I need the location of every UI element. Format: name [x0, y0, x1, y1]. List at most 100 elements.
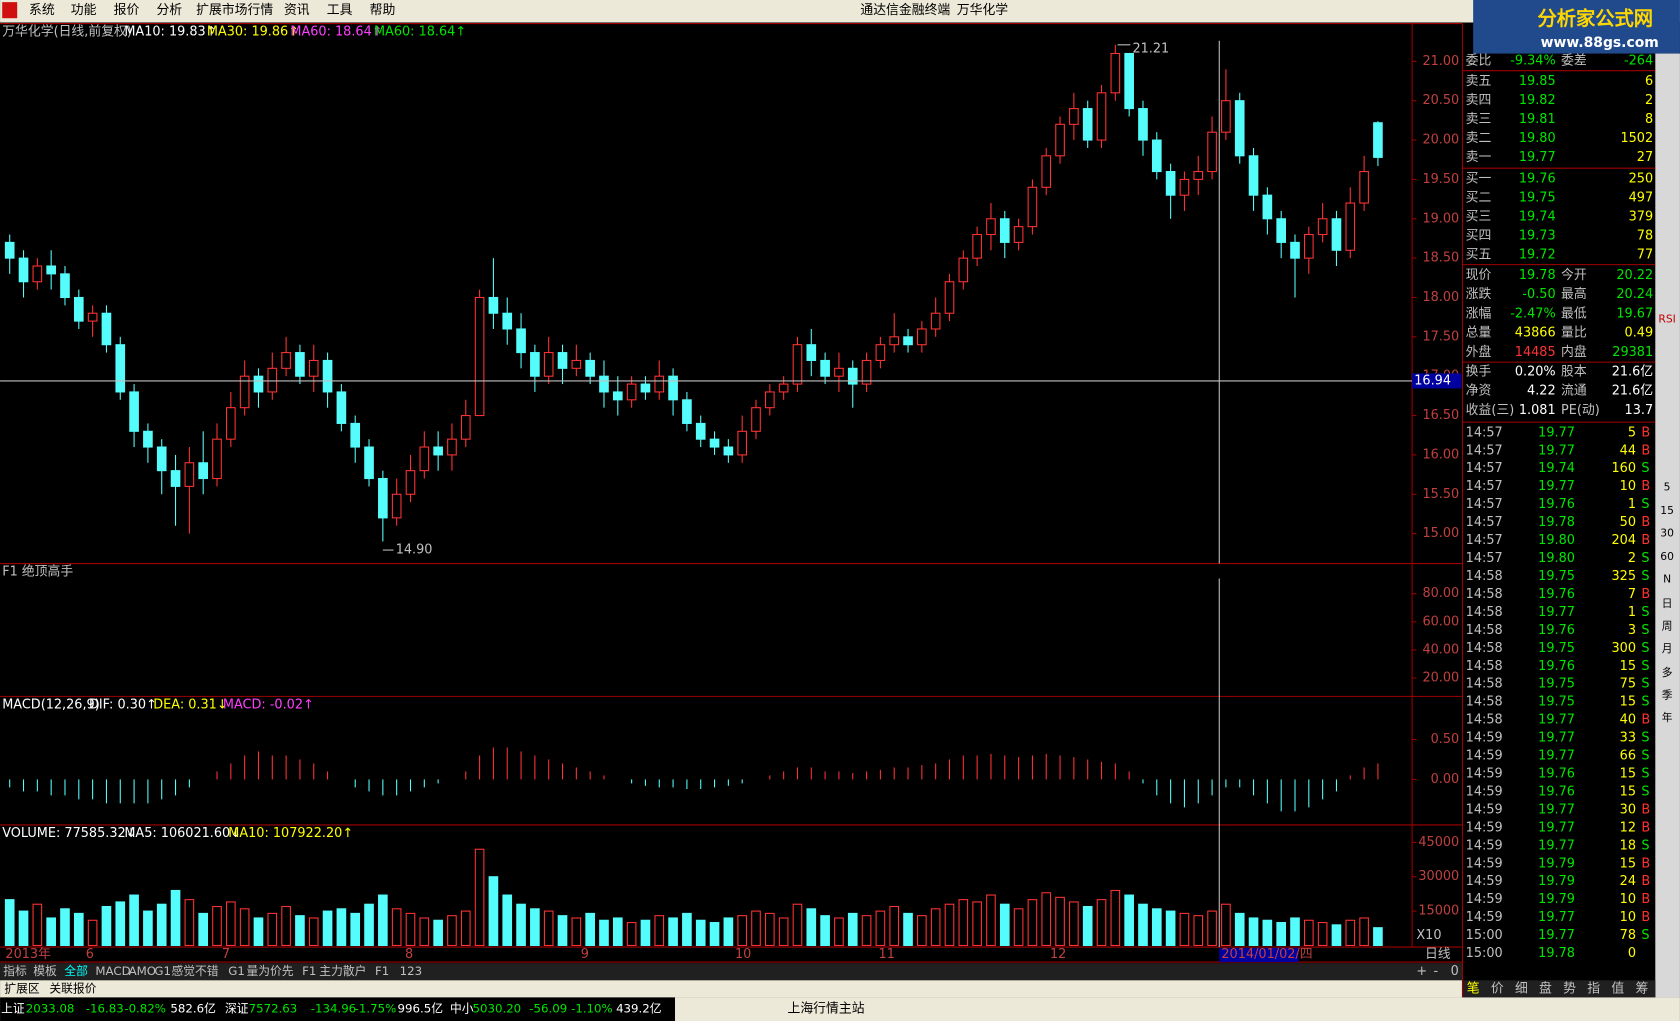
tab[interactable]: 模板 — [33, 964, 57, 978]
tick-time: 14:57 — [1466, 551, 1503, 566]
candle-body — [322, 359, 333, 393]
cursor-label: 16.94 — [1414, 373, 1451, 388]
tick-side: B — [1641, 713, 1650, 728]
status-item: -134.96 — [311, 1002, 356, 1016]
side-button[interactable]: 周 — [1662, 620, 1673, 633]
stat-value: 43866 — [1515, 326, 1556, 341]
volume-bar — [4, 899, 15, 947]
tab[interactable]: G1 — [228, 964, 245, 978]
side-button[interactable]: RSI — [1658, 312, 1675, 325]
side-button[interactable]: 60 — [1660, 550, 1674, 563]
quote-tab[interactable]: 盘 — [1539, 980, 1552, 996]
legend-item: DEA: 0.31↓ — [153, 697, 227, 712]
side-button[interactable]: 5 — [1664, 480, 1671, 493]
menu-item[interactable]: 资讯 — [284, 3, 310, 18]
candle-body — [1304, 233, 1314, 259]
menu-item[interactable]: 工具 — [327, 3, 353, 18]
sub-tab[interactable]: 扩展区 — [4, 981, 40, 995]
tab[interactable]: F1 — [302, 964, 316, 978]
zoom-button[interactable]: 0 — [1451, 964, 1459, 979]
volume-bar — [640, 919, 651, 947]
candle-body — [281, 352, 291, 369]
tab[interactable]: MACD — [95, 964, 130, 978]
tick-time: 14:57 — [1466, 533, 1503, 548]
tick-time: 14:58 — [1466, 605, 1503, 620]
tab[interactable]: AMO — [129, 964, 156, 978]
legend-item: MACD: -0.02↑ — [223, 697, 314, 712]
tab[interactable]: 量为价先 — [246, 964, 293, 978]
candle-body — [391, 493, 402, 519]
tab[interactable]: F1 — [375, 964, 389, 978]
volume-bar — [488, 876, 499, 947]
volume-bar — [1345, 919, 1356, 947]
tick-price: 19.77 — [1538, 713, 1575, 728]
menu-item[interactable]: 帮助 — [370, 3, 396, 18]
date-label: 7 — [222, 947, 230, 962]
quote-tab[interactable]: 笔 — [1467, 980, 1480, 996]
menu-item[interactable]: 系统 — [29, 3, 55, 18]
volume-bar — [682, 912, 692, 947]
y-tick-label: 15.50 — [1422, 487, 1459, 502]
quote-tab[interactable]: 价 — [1491, 981, 1504, 996]
date-label: 2013年 — [5, 947, 51, 962]
zoom-button[interactable]: - — [1434, 964, 1439, 979]
menu-item[interactable]: 扩展市场行情 — [196, 2, 273, 18]
candle-body — [847, 367, 858, 385]
tab[interactable]: 全部 — [64, 964, 88, 978]
quote-tab[interactable]: 筹 — [1635, 980, 1648, 996]
sub-tab[interactable]: 关联报价 — [49, 981, 96, 995]
y-tick-label: 0.00 — [1431, 772, 1460, 787]
quote-tab[interactable]: 势 — [1563, 980, 1576, 996]
side-button[interactable]: 15 — [1660, 504, 1674, 517]
legend-item: MA60: 18.64↑ — [290, 25, 382, 40]
stat-label: 最高 — [1561, 286, 1587, 302]
zoom-button[interactable]: + — [1416, 964, 1427, 979]
tab[interactable]: G1 — [154, 964, 171, 978]
menu-item[interactable]: 功能 — [71, 3, 97, 18]
stat-label: 内盘 — [1561, 344, 1587, 360]
side-button[interactable]: 多 — [1662, 666, 1673, 679]
volume-bar — [1234, 912, 1245, 947]
tick-time: 14:58 — [1466, 641, 1503, 656]
side-button[interactable]: 季 — [1662, 688, 1673, 701]
tab[interactable]: 主力散户 — [319, 964, 366, 978]
stat-value: 13.7 — [1625, 403, 1654, 418]
book-price: 19.74 — [1519, 210, 1556, 225]
side-button[interactable]: 年 — [1662, 711, 1673, 724]
y-tick-label: 20.00 — [1422, 670, 1459, 685]
y-tick-label: 45000 — [1418, 835, 1459, 850]
tab[interactable]: 指标 — [3, 964, 27, 978]
tab[interactable]: 感觉不错 — [171, 964, 218, 978]
menu-item[interactable]: 报价 — [114, 3, 140, 18]
tick-time: 14:59 — [1466, 874, 1503, 889]
volume-bar — [1082, 905, 1093, 947]
tick-volume: 15 — [1620, 856, 1636, 871]
quote-tab[interactable]: 细 — [1515, 981, 1528, 996]
book-volume: 1502 — [1620, 131, 1653, 146]
volume-bar — [1027, 899, 1038, 947]
volume-bar — [1290, 917, 1300, 947]
volume-bar — [1138, 903, 1148, 947]
side-button[interactable]: 月 — [1662, 642, 1673, 655]
volume-bar — [46, 917, 56, 947]
tick-price: 19.77 — [1538, 425, 1575, 440]
y-tick-label: 18.50 — [1422, 251, 1459, 266]
tick-volume: 18 — [1620, 838, 1636, 853]
candle-body — [917, 328, 927, 346]
side-button[interactable]: N — [1663, 573, 1671, 586]
tick-volume: 5 — [1628, 425, 1636, 440]
tab[interactable]: 123 — [400, 964, 422, 978]
side-button[interactable]: 30 — [1660, 527, 1674, 540]
volume-bar — [861, 915, 872, 947]
tick-time: 14:59 — [1466, 802, 1503, 817]
volume-bar — [958, 899, 969, 947]
low-annotation: 14.90 — [396, 543, 433, 558]
volume-bar — [184, 899, 195, 947]
menu-item[interactable]: 分析 — [156, 3, 182, 18]
volume-bar — [1359, 917, 1369, 947]
candle-body — [1027, 186, 1038, 228]
quote-tab[interactable]: 指 — [1587, 981, 1600, 996]
quote-tab[interactable]: 值 — [1611, 980, 1624, 996]
legend-item: MACD(12,26,9) — [2, 697, 100, 712]
side-button[interactable]: 日 — [1662, 597, 1673, 610]
